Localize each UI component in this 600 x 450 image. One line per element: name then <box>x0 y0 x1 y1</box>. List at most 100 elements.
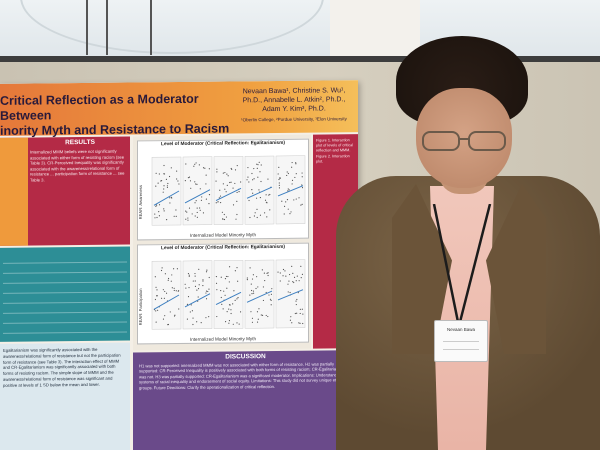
scatter-point <box>234 270 236 272</box>
plot-panel <box>244 155 275 225</box>
regression-line <box>153 190 180 206</box>
scatter-point <box>278 182 280 184</box>
scatter-point <box>258 189 260 191</box>
scatter-point <box>282 275 284 277</box>
scatter-point <box>208 288 210 290</box>
scatter-point <box>187 296 190 298</box>
scatter-point <box>196 321 198 323</box>
scatter-point <box>238 323 240 325</box>
scatter-point <box>251 292 253 295</box>
scatter-point <box>168 175 171 178</box>
scatter-point <box>251 172 253 175</box>
scatter-point <box>287 208 289 210</box>
scatter-point <box>205 174 207 176</box>
scatter-point <box>289 291 291 294</box>
scatter-point <box>188 176 191 178</box>
plot-panel <box>151 260 182 330</box>
scatter-point <box>250 283 252 285</box>
scatter-point <box>163 188 165 190</box>
scatter-point <box>291 183 293 185</box>
scatter-point <box>195 162 197 164</box>
scatter-point <box>292 272 294 274</box>
scatter-point <box>291 322 293 324</box>
scatter-point <box>189 311 191 313</box>
scatter-point <box>194 163 196 165</box>
scatter-point <box>225 216 228 218</box>
scatter-point <box>278 184 280 186</box>
scatter-point <box>286 199 289 201</box>
scatter-point <box>267 315 269 318</box>
scatter-point <box>157 309 159 311</box>
scatter-point <box>263 272 265 274</box>
scatter-point <box>167 277 170 280</box>
scatter-point <box>199 188 201 190</box>
window-frame <box>106 0 108 55</box>
scatter-point <box>226 287 228 289</box>
scatter-point <box>283 213 285 215</box>
scatter-point <box>301 172 303 174</box>
scatter-point <box>155 310 157 312</box>
scatter-point <box>154 298 157 301</box>
scatter-point <box>160 297 163 299</box>
scatter-point <box>252 179 254 181</box>
scatter-point <box>226 173 228 175</box>
scatter-point <box>258 161 260 163</box>
scatter-point <box>178 308 180 310</box>
scatter-point <box>158 204 161 206</box>
scatter-point <box>278 166 280 168</box>
scatter-point <box>173 315 176 317</box>
regression-line <box>215 291 242 306</box>
scatter-point <box>164 273 166 275</box>
scatter-point <box>234 169 237 171</box>
scatter-point <box>289 319 292 321</box>
scatter-point <box>202 280 204 282</box>
scatter-point <box>257 176 259 178</box>
authors-line3: Adam Y. Kim³, Ph.D. <box>262 105 326 114</box>
scatter-point <box>154 213 156 215</box>
scatter-point <box>190 187 192 189</box>
poster-header: Critical Reflection as a Moderator Betwe… <box>0 80 358 138</box>
scatter-point <box>279 272 281 274</box>
scatter-point <box>206 269 208 271</box>
scatter-point <box>187 273 190 275</box>
scatter-point <box>227 175 229 177</box>
scatter-point <box>162 191 164 193</box>
scatter-point <box>194 272 196 275</box>
scatter-point <box>223 290 225 292</box>
scatter-point <box>259 214 262 216</box>
plot1-ylabel: REAR: Awareness <box>138 185 143 220</box>
scatter-point <box>248 199 250 202</box>
scatter-point <box>294 312 296 315</box>
scatter-point <box>269 209 271 211</box>
scatter-point <box>278 178 280 181</box>
scatter-point <box>300 204 302 206</box>
scatter-point <box>170 280 172 282</box>
scatter-point <box>184 180 186 182</box>
research-poster: Critical Reflection as a Moderator Betwe… <box>0 80 358 450</box>
scatter-point <box>186 318 189 320</box>
scatter-point <box>226 184 228 186</box>
scatter-point <box>253 215 256 217</box>
scatter-point <box>165 178 168 180</box>
scatter-point <box>262 299 265 302</box>
scatter-point <box>302 322 304 325</box>
plot1-svg <box>151 155 306 226</box>
scatter-point <box>293 276 296 278</box>
scatter-point <box>236 191 238 194</box>
scatter-point <box>178 183 180 185</box>
scatter-point <box>196 211 198 214</box>
scatter-point <box>232 323 234 325</box>
scatter-point <box>201 196 203 198</box>
scatter-point <box>250 289 253 292</box>
scatter-point <box>186 303 189 305</box>
scatter-point <box>224 188 226 190</box>
scatter-point <box>284 270 286 272</box>
pillar <box>330 0 420 60</box>
glasses-icon <box>419 128 509 154</box>
scatter-point <box>171 274 173 276</box>
regression-line <box>246 290 273 303</box>
scatter-point <box>252 274 254 276</box>
scatter-point <box>175 215 177 217</box>
scatter-point <box>291 161 293 164</box>
scatter-point <box>169 197 171 199</box>
